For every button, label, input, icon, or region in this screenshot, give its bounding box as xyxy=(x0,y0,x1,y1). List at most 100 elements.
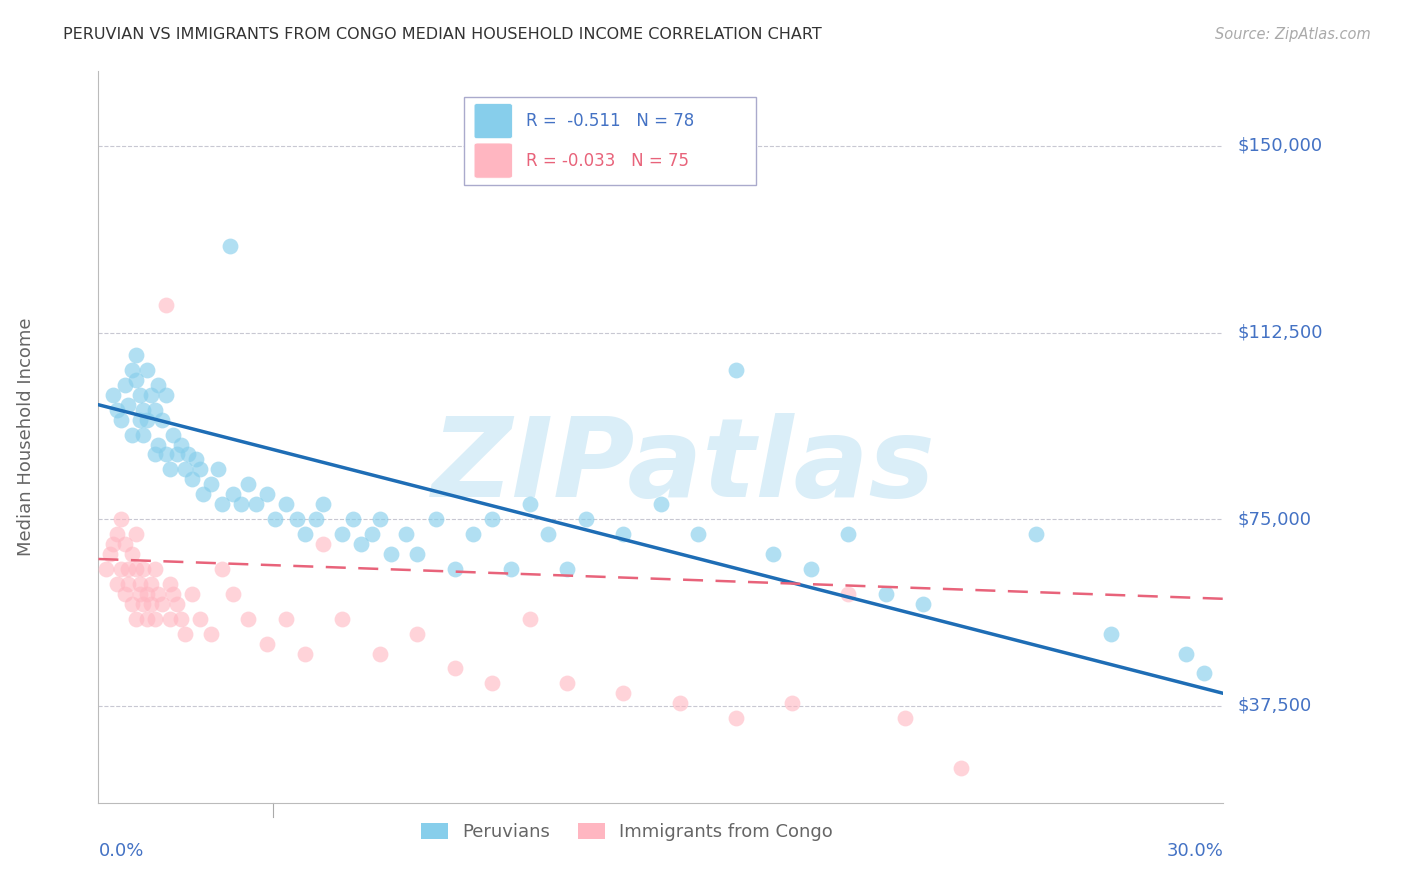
Point xyxy=(668,696,690,710)
FancyBboxPatch shape xyxy=(474,143,512,178)
Text: $150,000: $150,000 xyxy=(1237,137,1322,155)
Point xyxy=(177,448,200,462)
Point xyxy=(114,537,136,551)
Point xyxy=(128,587,150,601)
Point xyxy=(148,587,170,601)
Point xyxy=(188,612,211,626)
Point xyxy=(274,497,297,511)
Point xyxy=(256,636,278,650)
Point xyxy=(211,497,233,511)
Point xyxy=(443,562,465,576)
Point xyxy=(170,437,193,451)
Point xyxy=(612,686,634,700)
Point xyxy=(98,547,121,561)
Point xyxy=(200,626,222,640)
Point xyxy=(724,711,747,725)
Point xyxy=(537,527,560,541)
Point xyxy=(143,612,166,626)
Point xyxy=(173,462,195,476)
Point xyxy=(128,577,150,591)
Point xyxy=(181,587,204,601)
Point xyxy=(342,512,364,526)
Point xyxy=(612,527,634,541)
Point xyxy=(105,577,128,591)
Legend: Peruvians, Immigrants from Congo: Peruvians, Immigrants from Congo xyxy=(413,816,841,848)
Point xyxy=(837,527,859,541)
Text: $37,500: $37,500 xyxy=(1237,697,1312,714)
Text: $75,000: $75,000 xyxy=(1237,510,1312,528)
Point xyxy=(406,626,429,640)
Point xyxy=(312,537,335,551)
Point xyxy=(136,412,159,426)
Point xyxy=(181,472,204,486)
Point xyxy=(837,587,859,601)
FancyBboxPatch shape xyxy=(464,97,756,185)
Point xyxy=(117,577,139,591)
Point xyxy=(800,562,823,576)
Point xyxy=(132,427,155,442)
Point xyxy=(110,512,132,526)
Point xyxy=(132,562,155,576)
Point xyxy=(139,597,162,611)
Point xyxy=(211,562,233,576)
Point xyxy=(159,462,181,476)
Point xyxy=(166,448,188,462)
Point xyxy=(481,512,503,526)
Point xyxy=(94,562,117,576)
Point xyxy=(139,388,162,402)
Point xyxy=(1174,647,1197,661)
Point xyxy=(132,597,155,611)
Point xyxy=(555,676,578,690)
Point xyxy=(105,402,128,417)
Point xyxy=(117,562,139,576)
Point xyxy=(150,412,173,426)
Point xyxy=(893,711,915,725)
Point xyxy=(1099,626,1122,640)
Point xyxy=(688,527,710,541)
Point xyxy=(103,537,125,551)
Point xyxy=(110,562,132,576)
Point xyxy=(330,527,353,541)
Point xyxy=(481,676,503,690)
Point xyxy=(463,527,485,541)
Point xyxy=(330,612,353,626)
Point xyxy=(103,388,125,402)
Point xyxy=(105,527,128,541)
Point xyxy=(117,398,139,412)
Point xyxy=(143,562,166,576)
Point xyxy=(294,527,316,541)
Point xyxy=(139,577,162,591)
Point xyxy=(762,547,785,561)
Point xyxy=(380,547,402,561)
Point xyxy=(193,487,215,501)
Point xyxy=(1025,527,1047,541)
Point xyxy=(148,377,170,392)
Point xyxy=(155,298,177,312)
Point xyxy=(406,547,429,561)
Point xyxy=(143,448,166,462)
Point xyxy=(575,512,598,526)
Point xyxy=(155,388,177,402)
Point xyxy=(443,661,465,675)
Point xyxy=(162,427,184,442)
Point xyxy=(170,612,193,626)
Point xyxy=(305,512,328,526)
Point xyxy=(125,527,148,541)
Point xyxy=(121,547,143,561)
Point xyxy=(166,597,188,611)
Point xyxy=(148,437,170,451)
Point xyxy=(222,487,245,501)
Point xyxy=(128,412,150,426)
Point xyxy=(875,587,897,601)
Point xyxy=(350,537,373,551)
Point xyxy=(132,402,155,417)
Point xyxy=(136,587,159,601)
Point xyxy=(245,497,267,511)
Point xyxy=(519,612,541,626)
Point xyxy=(724,363,747,377)
Point xyxy=(125,373,148,387)
Point xyxy=(361,527,384,541)
Point xyxy=(121,363,143,377)
Text: 30.0%: 30.0% xyxy=(1167,842,1223,860)
Text: $112,500: $112,500 xyxy=(1237,324,1323,342)
